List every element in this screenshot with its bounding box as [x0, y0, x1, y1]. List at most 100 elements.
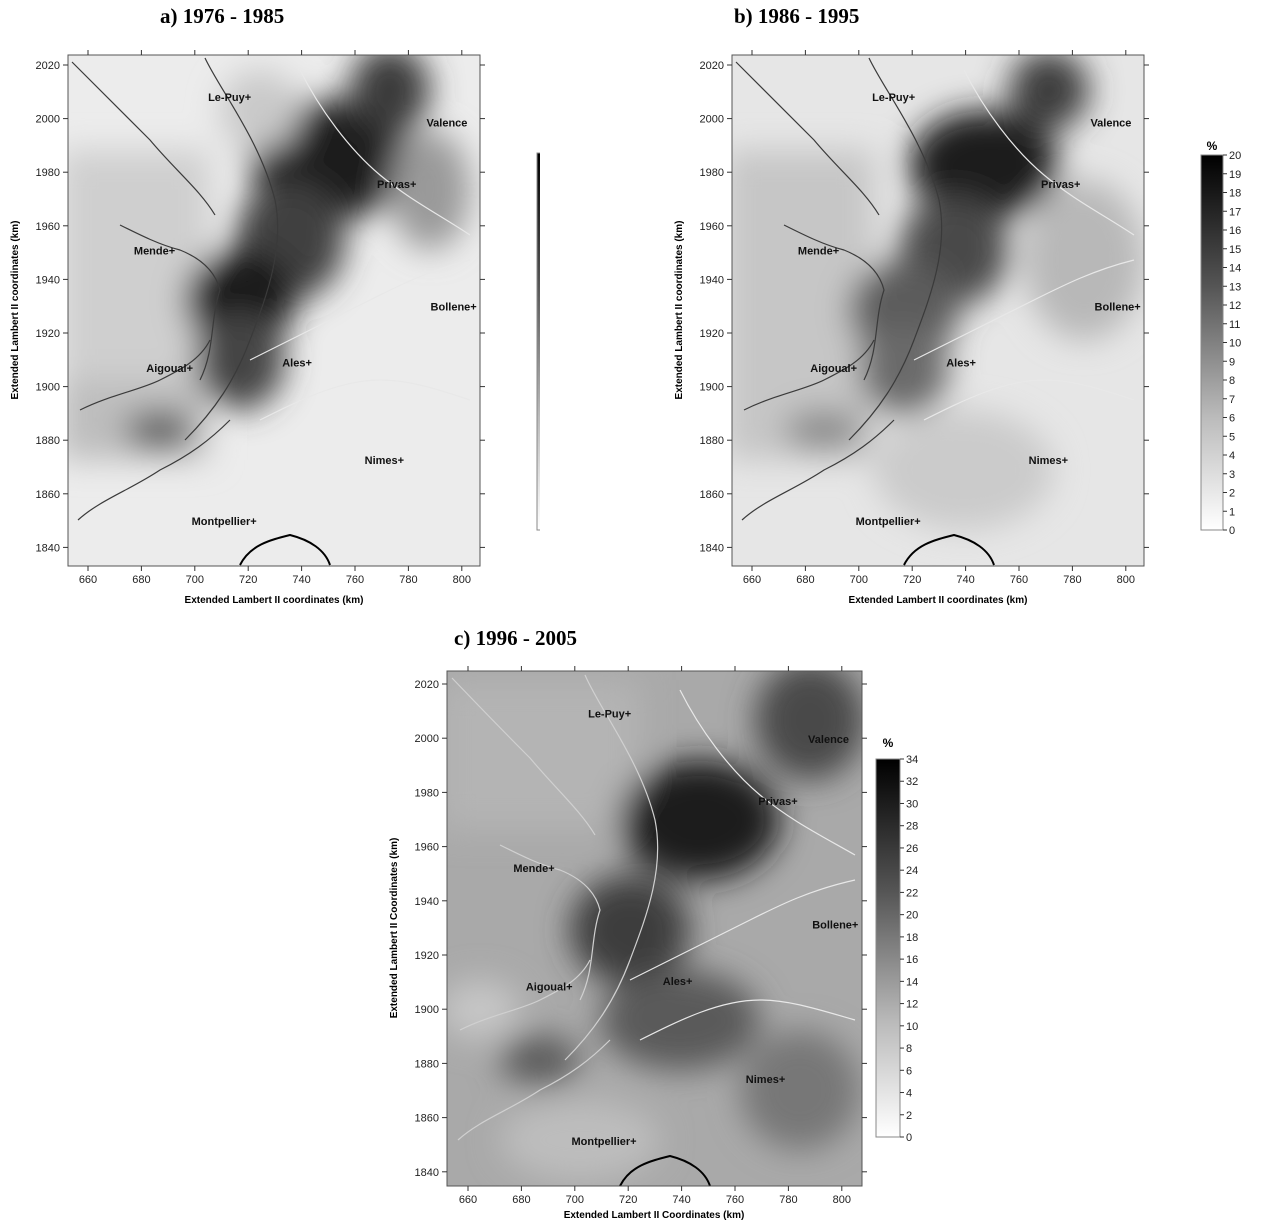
x-tick-label: 700: [850, 574, 868, 586]
colorbar-tick-label: 4: [1229, 450, 1235, 462]
colorbar: [536, 152, 540, 531]
colorbar-tick-label: 14: [906, 976, 918, 988]
x-tick-label: 760: [346, 574, 364, 586]
city-label: Nimes+: [365, 455, 404, 467]
city-label: Mende+: [798, 245, 839, 257]
y-tick-label: 1920: [415, 950, 439, 962]
city-label: Le-Puy+: [872, 92, 915, 104]
x-tick-label: 680: [132, 574, 150, 586]
colorbar-tick-label: 30: [906, 798, 918, 810]
y-tick-label: 1920: [700, 328, 724, 340]
map-panel-a: 660 680 700 720 740 760 780 800 2020 2000 1980 1960…: [10, 50, 540, 606]
city-label: Ales+: [282, 358, 312, 370]
x-tick-label: 660: [79, 574, 97, 586]
y-tick-label: 1980: [36, 167, 60, 179]
colorbar-tick-label: 5: [1229, 431, 1235, 443]
city-label: Privas+: [758, 796, 797, 808]
x-tick-label: 740: [672, 1194, 690, 1206]
elevation-contours: [735, 57, 1135, 566]
city-label: Montpellier+: [856, 516, 921, 528]
y-axis-label: Extended Lambert II coordinates (km): [10, 221, 21, 400]
x-tick-label: 660: [459, 1194, 477, 1206]
colorbar-tick-label: 28: [906, 821, 918, 833]
colorbar-tick-label: 2: [1229, 488, 1235, 500]
y-tick-label: 1840: [36, 542, 60, 554]
colorbar-tick-label: 9: [1229, 356, 1235, 368]
map-panel-c: 660 680 700 720 740 760 780 8002020200019801960…: [389, 666, 918, 1221]
panel-title: b) 1986 - 1995: [734, 4, 860, 28]
colorbar-tick-label: 22: [906, 887, 918, 899]
x-tick-label: 660: [743, 574, 761, 586]
y-tick-label: 2000: [415, 733, 439, 745]
colorbar-tick-label: 20: [1229, 150, 1241, 162]
y-tick-label: 1980: [415, 787, 439, 799]
colorbar-tick-label: 10: [906, 1021, 918, 1033]
city-label: Ales+: [946, 358, 976, 370]
colorbar-tick-label: 3: [1229, 469, 1235, 481]
y-tick-label: 2020: [700, 60, 724, 72]
city-label: Privas+: [377, 179, 416, 191]
map-panel-b: 660 680 700 720 740 760 780 8002020200019801960…: [674, 50, 1241, 606]
x-tick-label: 740: [292, 574, 310, 586]
y-tick-label: 1860: [415, 1113, 439, 1125]
axes: 660 680 700 720 740 760 780 800 2020 2000 1980 1960…: [700, 50, 1149, 586]
city-labels: Le-Puy+ Valence Privas+ Mende+ Bollene+ Aigou…: [134, 92, 477, 528]
colorbar-tick-label: 6: [1229, 413, 1235, 425]
colorbar-tick-label: 32: [906, 776, 918, 788]
colorbar-tick-label: 14: [1229, 263, 1241, 275]
y-tick-label: 1840: [700, 542, 724, 554]
colorbar-tick-label: 12: [1229, 300, 1241, 312]
panel-c: c) 1996 - 2005: [380, 620, 940, 1223]
x-tick-label: 760: [726, 1194, 744, 1206]
colorbar-tick-label: 4: [906, 1088, 912, 1100]
colorbar-tick-label: 10: [1229, 338, 1241, 350]
x-tick-label: 720: [239, 574, 257, 586]
city-label: Aigoual+: [146, 363, 193, 375]
axes: 660 680 700 720 740 760 780 800 2020 2000 1980 1960…: [415, 666, 867, 1206]
y-tick-label: 1900: [36, 382, 60, 394]
x-tick-label: 760: [1010, 574, 1028, 586]
panel-b: b) 1986 - 1995: [664, 0, 1263, 612]
city-label: Nimes+: [1029, 455, 1068, 467]
y-tick-label: 1940: [415, 896, 439, 908]
city-label: Aigoual+: [810, 363, 857, 375]
colorbar-tick-label: 26: [906, 843, 918, 855]
city-label: Montpellier+: [572, 1136, 637, 1148]
y-tick-label: 1940: [700, 274, 724, 286]
city-label: Ales+: [663, 976, 693, 988]
city-label: Aigoual+: [526, 981, 573, 993]
colorbar-tick-label: 8: [906, 1043, 912, 1055]
x-axis-label: Extended Lambert II coordinates (km): [185, 595, 364, 606]
panel-a: a) 1976 - 1985: [0, 0, 540, 612]
city-labels: Le-Puy+ Valence Privas+ Mende+ Bollene+ Aigou…: [513, 708, 858, 1147]
x-tick-label: 700: [566, 1194, 584, 1206]
colorbar-tick-label: 6: [906, 1065, 912, 1077]
y-tick-label: 1880: [700, 435, 724, 447]
colorbar-tick-label: 0: [1229, 525, 1235, 537]
y-tick-label: 2020: [36, 60, 60, 72]
colorbar: [875, 758, 901, 1138]
colorbar-unit: %: [883, 736, 894, 750]
panel-title: a) 1976 - 1985: [160, 4, 285, 28]
x-tick-label: 780: [779, 1194, 797, 1206]
colorbar-tick-label: 16: [1229, 225, 1241, 237]
x-tick-label: 800: [833, 1194, 851, 1206]
colorbar-tick-label: 11: [1229, 319, 1240, 331]
elevation-contours: [71, 57, 471, 566]
y-tick-label: 1960: [700, 221, 724, 233]
colorbar: [1200, 154, 1224, 531]
x-tick-label: 800: [453, 574, 471, 586]
colorbar-tick-label: 24: [906, 865, 918, 877]
y-tick-label: 1860: [700, 489, 724, 501]
colorbar-tick-label: 8: [1229, 375, 1235, 387]
x-tick-label: 700: [186, 574, 204, 586]
x-tick-label: 680: [796, 574, 814, 586]
y-tick-label: 1940: [36, 274, 60, 286]
city-label: Mende+: [513, 863, 554, 875]
city-labels: Le-Puy+ Valence Privas+ Mende+ Bollene+ Aigou…: [798, 92, 1141, 528]
panel-title: c) 1996 - 2005: [454, 626, 578, 650]
y-tick-label: 1920: [36, 328, 60, 340]
y-axis-label: Extended Lambert II coordinates (km): [674, 221, 685, 400]
colorbar-tick-label: 0: [906, 1132, 912, 1144]
